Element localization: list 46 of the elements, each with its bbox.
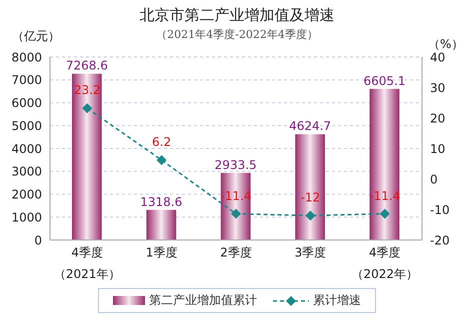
bar — [146, 210, 176, 240]
data-label: -12 — [300, 190, 320, 205]
y2-tick-label: 0 — [430, 172, 438, 186]
y-tick-label: 2000 — [11, 188, 42, 202]
y-tick-label: 0 — [34, 233, 42, 248]
y-tick-label: 4000 — [11, 142, 42, 156]
y2-tick-label: 20 — [430, 111, 446, 126]
y2-tick-label: 10 — [430, 142, 446, 156]
y2-tick-label: 30 — [430, 80, 446, 95]
y-tick-label: 6000 — [11, 96, 42, 110]
point — [305, 210, 316, 221]
x-tick-label: 3季度 — [294, 246, 326, 260]
data-label: 2933.5 — [214, 158, 257, 172]
data-label: 1318.6 — [140, 194, 182, 209]
y2-tick-label: -20 — [430, 233, 450, 248]
x-tick-label: 1季度 — [146, 246, 178, 260]
bar — [370, 88, 400, 240]
y-tick-label: 1000 — [11, 210, 42, 224]
y-tick-label: 8000 — [11, 50, 42, 64]
bar — [295, 134, 325, 240]
data-label: 7268.6 — [66, 58, 108, 73]
bar — [72, 74, 102, 240]
point — [82, 103, 92, 114]
data-label: 6.2 — [152, 135, 172, 150]
point — [156, 155, 167, 166]
x-tick-label: 2季度 — [220, 246, 252, 260]
x-tick-label: 4季度 — [368, 246, 401, 260]
point — [231, 208, 241, 219]
x-tick-label: 4季度 — [71, 246, 104, 260]
y-axis-title: （亿元） — [12, 28, 60, 45]
legend-label: 第二产业增加值累计 — [149, 292, 257, 309]
y2-tick-label: -10 — [430, 202, 450, 217]
chart-title: 北京市第二产业增加值及增速 — [138, 6, 336, 25]
data-label: 6605.1 — [363, 74, 406, 88]
data-label: 4624.7 — [289, 119, 332, 134]
text: （2022年） — [350, 266, 420, 283]
y-tick-label: 7000 — [11, 73, 42, 88]
data-label: 23.2 — [74, 83, 101, 98]
legend-label: 累计增速 — [313, 292, 361, 309]
text: （2021年） — [52, 266, 122, 283]
y2-tick-label: 40 — [430, 50, 446, 64]
y2-axis-title: （%） — [428, 36, 464, 52]
y-tick-label: 3000 — [11, 164, 42, 179]
chart-subtitle: （2021年4季度-2022年4季度） — [156, 28, 318, 41]
y-tick-label: 5000 — [11, 118, 42, 133]
point — [380, 208, 390, 219]
